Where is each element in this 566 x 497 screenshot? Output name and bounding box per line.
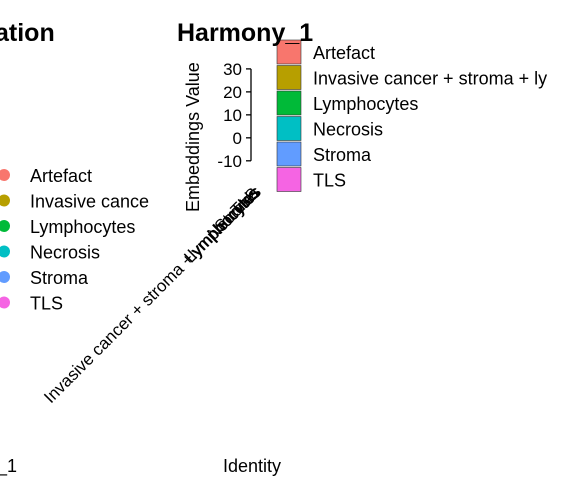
legend-label: Necrosis (313, 120, 383, 140)
left-legend-label: Necrosis (30, 243, 100, 263)
left-legend-dot (0, 169, 10, 181)
y-axis-label: Embeddings Value (183, 62, 203, 212)
left-legend-label: Invasive cance (30, 192, 149, 212)
legend-swatch (276, 39, 302, 65)
y-tick-label: 30 (223, 60, 242, 79)
legend-swatch (276, 167, 302, 192)
left-panel-xlabel: _1 (0, 456, 17, 477)
legend-label: Lymphocytes (313, 94, 418, 114)
left-legend-label: Lymphocytes (30, 217, 135, 237)
right-legend: Artefact Invasive cancer + stroma + ly Lym… (276, 39, 547, 192)
legend-swatch (276, 90, 302, 116)
left-legend-dot (0, 220, 10, 232)
left-legend: Artefact Invasive cance Lymphocytes Necrosi… (0, 166, 149, 314)
y-tick-label: 10 (223, 106, 242, 125)
left-panel-title: ation (0, 19, 55, 47)
left-legend-dot (0, 271, 10, 283)
left-legend-label: TLS (30, 294, 63, 314)
chart-title: Harmony_1 (177, 19, 313, 47)
legend-label: Invasive cancer + stroma + ly (313, 69, 547, 89)
y-tick-label: 0 (233, 129, 242, 148)
left-legend-dot (0, 296, 10, 309)
legend-label: Artefact (313, 43, 375, 63)
legend-swatch (276, 141, 302, 167)
legend-label: Stroma (313, 145, 372, 165)
legend-swatch (276, 65, 302, 90)
left-panel: ation Artefact Invasive cance Lymphocytes N… (0, 19, 149, 477)
left-legend-label: Artefact (30, 166, 92, 186)
legend-swatch (276, 116, 302, 141)
x-axis-label: Identity (223, 456, 281, 476)
left-legend-dot (0, 194, 10, 207)
left-legend-dot (0, 245, 10, 258)
y-tick-label: 20 (223, 83, 242, 102)
left-legend-label: Stroma (30, 268, 89, 288)
y-axis: -10 0 10 20 30 (217, 60, 252, 171)
y-tick-label: -10 (217, 152, 242, 171)
legend-label: TLS (313, 171, 346, 191)
